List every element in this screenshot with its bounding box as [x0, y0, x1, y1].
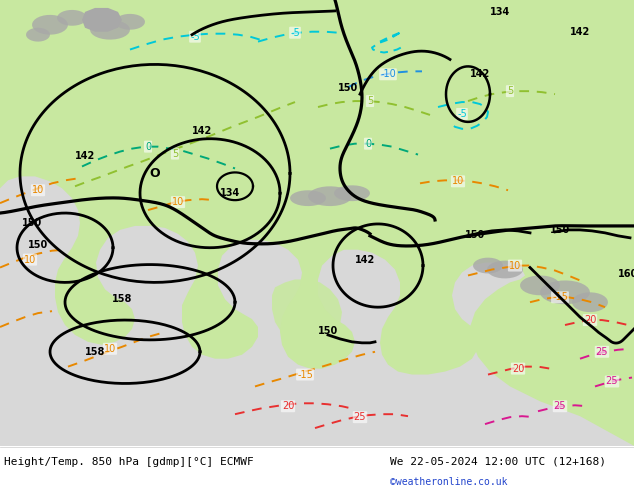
- Text: 150: 150: [338, 83, 358, 93]
- Text: 20: 20: [512, 364, 524, 373]
- Polygon shape: [334, 185, 370, 201]
- Text: -15: -15: [552, 292, 568, 302]
- Polygon shape: [26, 28, 50, 42]
- Text: 10: 10: [24, 255, 36, 265]
- Polygon shape: [520, 275, 560, 295]
- Text: 10: 10: [172, 197, 184, 207]
- Text: 25: 25: [354, 412, 366, 422]
- Polygon shape: [487, 261, 523, 278]
- Text: 10: 10: [452, 176, 464, 186]
- Polygon shape: [115, 14, 145, 30]
- Polygon shape: [540, 280, 590, 304]
- Text: 0: 0: [145, 142, 151, 151]
- Text: 142: 142: [192, 126, 212, 136]
- Text: 160: 160: [618, 270, 634, 279]
- Text: -15: -15: [297, 369, 313, 380]
- Text: O: O: [150, 167, 160, 180]
- Text: -5: -5: [457, 109, 467, 119]
- Polygon shape: [90, 20, 130, 40]
- Text: 158: 158: [112, 294, 133, 304]
- Polygon shape: [473, 258, 503, 273]
- Text: 142: 142: [470, 69, 490, 79]
- Text: 5: 5: [367, 96, 373, 106]
- Text: 0: 0: [365, 139, 371, 148]
- Text: -5: -5: [190, 32, 200, 42]
- Text: 150: 150: [465, 230, 485, 240]
- Polygon shape: [57, 10, 87, 26]
- Polygon shape: [0, 0, 634, 446]
- Text: 10: 10: [32, 185, 44, 195]
- Text: 134: 134: [490, 7, 510, 17]
- Text: 150: 150: [28, 240, 48, 250]
- Text: We 22-05-2024 12:00 UTC (12+168): We 22-05-2024 12:00 UTC (12+168): [390, 457, 606, 467]
- Text: 142: 142: [355, 255, 375, 265]
- Text: 5: 5: [172, 148, 178, 159]
- Text: 10: 10: [509, 261, 521, 270]
- Text: 142: 142: [75, 150, 95, 161]
- Text: 10: 10: [104, 344, 116, 354]
- Polygon shape: [272, 279, 342, 345]
- Text: ©weatheronline.co.uk: ©weatheronline.co.uk: [390, 477, 507, 487]
- Text: 25: 25: [553, 401, 566, 411]
- Text: 150: 150: [22, 218, 42, 228]
- Polygon shape: [308, 186, 352, 206]
- Text: 25: 25: [605, 376, 618, 387]
- Text: -10: -10: [380, 69, 396, 79]
- Text: Height/Temp. 850 hPa [gdmp][°C] ECMWF: Height/Temp. 850 hPa [gdmp][°C] ECMWF: [4, 457, 254, 467]
- Polygon shape: [290, 190, 326, 206]
- Text: 150: 150: [550, 225, 570, 235]
- Text: -5: -5: [290, 28, 300, 38]
- Polygon shape: [572, 293, 608, 312]
- Text: 25: 25: [596, 347, 608, 357]
- Text: 158: 158: [85, 347, 105, 357]
- Text: 134: 134: [220, 188, 240, 198]
- Text: 20: 20: [281, 401, 294, 411]
- Polygon shape: [32, 15, 68, 35]
- Text: 142: 142: [570, 26, 590, 37]
- Polygon shape: [82, 8, 122, 32]
- Text: 20: 20: [584, 315, 596, 325]
- Text: 150: 150: [318, 326, 339, 336]
- Text: 5: 5: [507, 86, 513, 96]
- Polygon shape: [0, 0, 72, 157]
- Polygon shape: [0, 0, 88, 42]
